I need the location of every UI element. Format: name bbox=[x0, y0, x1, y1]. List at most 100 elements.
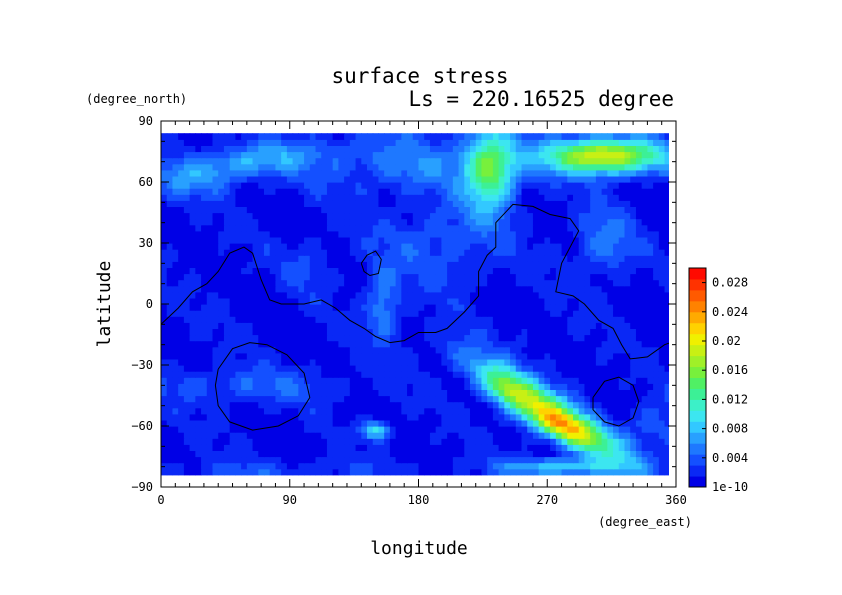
heatmap-cell bbox=[195, 279, 202, 287]
heatmap-cell bbox=[264, 438, 271, 445]
heatmap-cell bbox=[161, 255, 168, 262]
heatmap-cell bbox=[573, 218, 580, 226]
heatmap-cell bbox=[384, 261, 391, 268]
heatmap-cell bbox=[487, 163, 494, 171]
heatmap-cell bbox=[470, 304, 477, 311]
heatmap-cell bbox=[601, 261, 608, 268]
heatmap-cell bbox=[401, 456, 408, 464]
heatmap-cell bbox=[412, 285, 420, 293]
heatmap-cell bbox=[355, 297, 362, 305]
heatmap-cell bbox=[590, 133, 597, 140]
heatmap-cell bbox=[344, 224, 351, 232]
heatmap-cell bbox=[349, 334, 357, 342]
heatmap-cell bbox=[647, 206, 654, 214]
heatmap-cell bbox=[315, 169, 322, 177]
heatmap-cell bbox=[178, 426, 185, 433]
heatmap-cell bbox=[338, 273, 345, 281]
heatmap-cell bbox=[269, 291, 277, 299]
heatmap-cell bbox=[418, 304, 425, 311]
heatmap-cell bbox=[229, 426, 236, 433]
heatmap-cell bbox=[470, 236, 477, 244]
heatmap-cell bbox=[441, 401, 448, 409]
heatmap-cell bbox=[355, 426, 362, 433]
heatmap-cell bbox=[246, 133, 254, 140]
heatmap-cell bbox=[481, 243, 488, 250]
heatmap-cell bbox=[384, 383, 391, 390]
heatmap-cell bbox=[332, 456, 339, 464]
heatmap-cell bbox=[550, 419, 557, 427]
heatmap-cell bbox=[613, 297, 620, 305]
heatmap-cell bbox=[349, 389, 357, 397]
heatmap-cell bbox=[475, 328, 483, 336]
heatmap-cell bbox=[286, 340, 294, 348]
heatmap-cell bbox=[584, 340, 591, 348]
heatmap-cell bbox=[452, 407, 460, 415]
heatmap-cell bbox=[326, 145, 334, 153]
heatmap-cell bbox=[332, 169, 339, 177]
heatmap-cell bbox=[613, 224, 620, 232]
heatmap-cell bbox=[349, 255, 357, 262]
heatmap-cell bbox=[470, 407, 477, 415]
heatmap-cell bbox=[281, 401, 288, 409]
heatmap-cell bbox=[223, 200, 231, 207]
heatmap-cell bbox=[498, 365, 505, 372]
heatmap-cell bbox=[195, 395, 202, 403]
heatmap-cell bbox=[286, 358, 294, 366]
heatmap-cell bbox=[647, 322, 654, 329]
heatmap-cell bbox=[201, 304, 208, 311]
heatmap-cell bbox=[218, 206, 225, 214]
heatmap-cell bbox=[389, 395, 397, 403]
heatmap-cell bbox=[166, 334, 174, 342]
heatmap-cell bbox=[624, 267, 631, 275]
heatmap-cell bbox=[538, 450, 545, 458]
heatmap-cell bbox=[618, 413, 626, 421]
heatmap-cell bbox=[424, 444, 431, 451]
heatmap-cell bbox=[618, 419, 626, 427]
heatmap-cell bbox=[487, 236, 494, 244]
heatmap-cell bbox=[653, 395, 660, 403]
heatmap-cell bbox=[264, 243, 271, 250]
heatmap-cell bbox=[441, 285, 448, 293]
heatmap-cell bbox=[567, 371, 574, 378]
heatmap-cell bbox=[578, 194, 586, 201]
heatmap-cell bbox=[595, 255, 603, 262]
heatmap-cell bbox=[544, 151, 551, 159]
heatmap-cell bbox=[372, 322, 380, 329]
heatmap-cell bbox=[166, 273, 174, 281]
heatmap-cell bbox=[567, 224, 574, 232]
heatmap-cell bbox=[429, 285, 437, 293]
heatmap-cell bbox=[252, 377, 259, 384]
heatmap-cell bbox=[515, 249, 523, 256]
heatmap-cell bbox=[464, 230, 471, 238]
heatmap-cell bbox=[269, 133, 277, 140]
heatmap-cell bbox=[161, 243, 168, 250]
heatmap-cell bbox=[258, 304, 265, 311]
heatmap-cell bbox=[195, 249, 202, 256]
heatmap-cell bbox=[452, 163, 460, 171]
heatmap-cell bbox=[201, 224, 208, 232]
heatmap-cell bbox=[384, 334, 391, 342]
heatmap-cell bbox=[550, 236, 557, 244]
heatmap-cell bbox=[532, 419, 540, 427]
heatmap-cell bbox=[183, 206, 191, 214]
heatmap-cell bbox=[264, 133, 271, 140]
heatmap-cell bbox=[395, 139, 402, 146]
heatmap-cell bbox=[607, 297, 614, 305]
heatmap-cell bbox=[584, 273, 591, 281]
heatmap-cell bbox=[229, 279, 236, 287]
heatmap-cell bbox=[584, 163, 591, 171]
heatmap-cell bbox=[212, 175, 219, 183]
heatmap-cell bbox=[487, 438, 494, 445]
heatmap-cell bbox=[550, 401, 557, 409]
heatmap-cell bbox=[326, 444, 334, 451]
heatmap-cell bbox=[309, 413, 317, 421]
heatmap-cell bbox=[544, 255, 551, 262]
heatmap-cell bbox=[407, 358, 414, 366]
heatmap-cell bbox=[441, 188, 448, 195]
heatmap-cell bbox=[515, 285, 523, 293]
heatmap-cell bbox=[389, 261, 397, 268]
heatmap-cell bbox=[510, 139, 517, 146]
heatmap-cell bbox=[618, 273, 626, 281]
heatmap-cell bbox=[304, 426, 311, 433]
heatmap-cell bbox=[189, 236, 196, 244]
